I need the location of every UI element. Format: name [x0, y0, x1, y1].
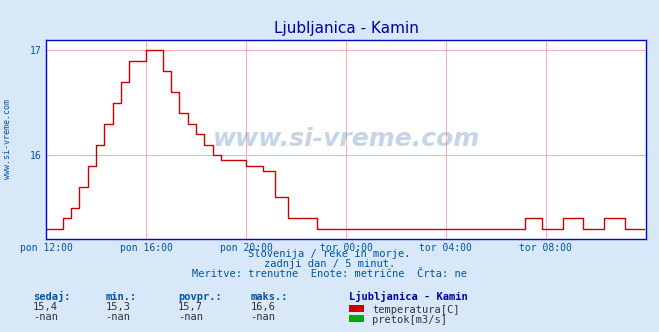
Text: Slovenija / reke in morje.: Slovenija / reke in morje.	[248, 249, 411, 259]
Text: sedaj:: sedaj:	[33, 291, 71, 302]
Text: min.:: min.:	[105, 292, 136, 302]
Text: www.si-vreme.com: www.si-vreme.com	[3, 100, 13, 179]
Text: 15,3: 15,3	[105, 302, 130, 312]
Text: 15,7: 15,7	[178, 302, 203, 312]
Text: Ljubljanica - Kamin: Ljubljanica - Kamin	[349, 291, 468, 302]
Text: temperatura[C]: temperatura[C]	[372, 305, 460, 315]
Text: -nan: -nan	[250, 312, 275, 322]
Title: Ljubljanica - Kamin: Ljubljanica - Kamin	[273, 21, 418, 36]
Text: -nan: -nan	[33, 312, 58, 322]
Text: 16,6: 16,6	[250, 302, 275, 312]
Text: 15,4: 15,4	[33, 302, 58, 312]
Text: www.si-vreme.com: www.si-vreme.com	[212, 127, 480, 151]
Text: Meritve: trenutne  Enote: metrične  Črta: ne: Meritve: trenutne Enote: metrične Črta: …	[192, 269, 467, 279]
Text: -nan: -nan	[178, 312, 203, 322]
Text: maks.:: maks.:	[250, 292, 288, 302]
Text: pretok[m3/s]: pretok[m3/s]	[372, 315, 447, 325]
Text: -nan: -nan	[105, 312, 130, 322]
Text: povpr.:: povpr.:	[178, 292, 221, 302]
Text: zadnji dan / 5 minut.: zadnji dan / 5 minut.	[264, 259, 395, 269]
